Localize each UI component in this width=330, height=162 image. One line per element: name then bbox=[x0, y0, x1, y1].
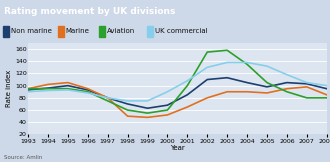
X-axis label: Year: Year bbox=[170, 145, 185, 151]
Text: Non marine: Non marine bbox=[11, 28, 52, 34]
Bar bbox=[147, 26, 153, 37]
Text: Marine: Marine bbox=[66, 28, 89, 34]
Bar bbox=[58, 26, 64, 37]
Text: Rating movement by UK divisions: Rating movement by UK divisions bbox=[4, 7, 175, 16]
Text: Source: Amlin: Source: Amlin bbox=[4, 155, 42, 160]
Bar bbox=[99, 26, 105, 37]
Bar bbox=[3, 26, 9, 37]
Y-axis label: Rate index: Rate index bbox=[6, 70, 12, 107]
Text: Aviation: Aviation bbox=[107, 28, 135, 34]
Text: UK commercial: UK commercial bbox=[155, 28, 207, 34]
